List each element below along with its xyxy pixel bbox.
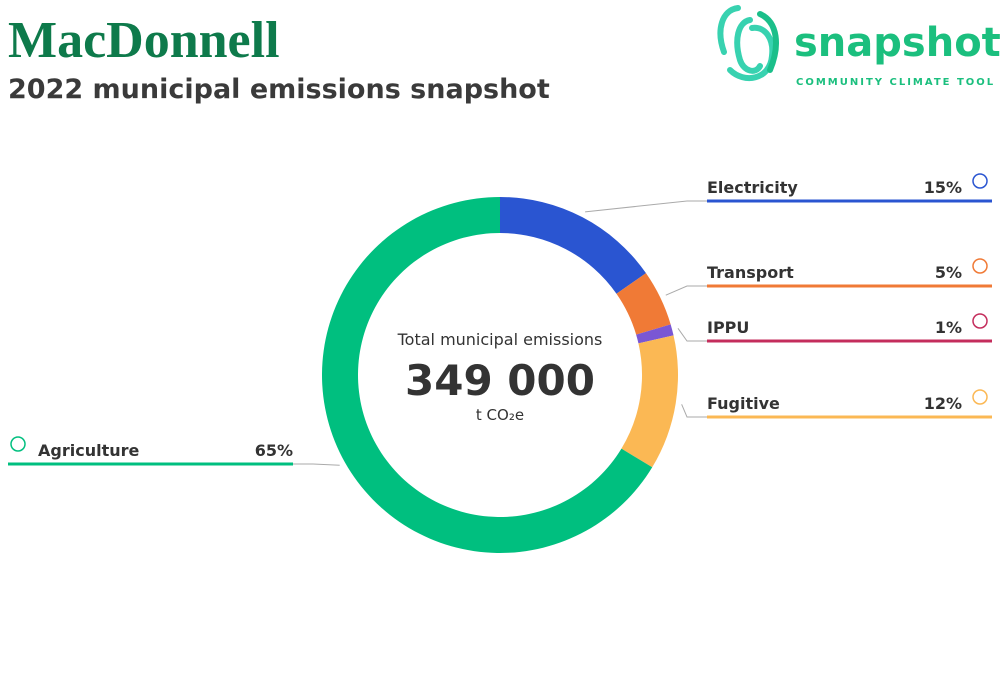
logo-icon: [717, 5, 779, 81]
total-value: 349 000: [405, 356, 595, 405]
category-icon: [972, 173, 988, 189]
chart-subtitle: 2022 municipal emissions snapshot: [8, 74, 550, 105]
donut-segment: [500, 197, 646, 294]
leader-line: [585, 200, 707, 213]
value-label: 15%: [924, 178, 962, 197]
logo-tagline: COMMUNITY CLIMATE TOOL: [796, 77, 995, 88]
value-label: 1%: [935, 318, 962, 337]
donut-segment: [616, 273, 671, 335]
leader-line: [677, 328, 707, 342]
value-label: 5%: [935, 263, 962, 282]
category-icon: [10, 436, 26, 452]
total-unit: t CO₂e: [476, 406, 524, 424]
category-icon: [972, 389, 988, 405]
total-label: Total municipal emissions: [397, 330, 603, 349]
chart-title: MacDonnell: [8, 12, 280, 69]
category-label: Fugitive: [707, 394, 780, 413]
value-label: 12%: [924, 394, 962, 413]
donut-segment: [636, 324, 674, 344]
value-label: 65%: [255, 441, 293, 460]
leader-line: [681, 404, 707, 418]
category-label: IPPU: [707, 318, 749, 337]
category-label: Electricity: [707, 178, 798, 197]
category-label: Transport: [707, 263, 794, 282]
category-icon: [972, 313, 988, 329]
category-icon: [972, 258, 988, 274]
leader-line: [293, 463, 340, 466]
leader-line: [665, 285, 707, 296]
donut-segment: [621, 335, 678, 468]
category-label: Agriculture: [38, 441, 140, 460]
logo-name: snapshot: [794, 20, 1000, 66]
